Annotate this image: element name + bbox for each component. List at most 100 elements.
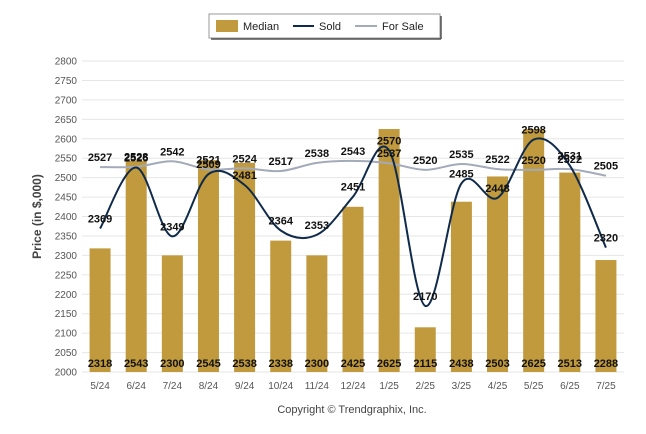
sold-value-label: 2485	[449, 168, 473, 180]
sold-value-label: 2509	[196, 159, 220, 171]
median-value-label: 2625	[521, 358, 545, 370]
sold-value-label: 2349	[160, 221, 184, 233]
y-axis-label: Price (in $,000)	[30, 174, 44, 259]
for-sale-value-label: 2520	[521, 155, 545, 167]
median-bar	[450, 201, 472, 372]
median-value-label: 2543	[124, 358, 148, 370]
median-bar	[306, 255, 328, 372]
median-bar	[342, 206, 364, 372]
median-bar	[414, 327, 436, 372]
median-bar	[125, 160, 147, 372]
legend-label-median: Median	[243, 21, 279, 33]
y-axis-ticks: 2000 2050 2100 2150 2200 2250 2300 2350 2400 2450…	[55, 57, 78, 379]
y-tick-label: 2000	[55, 368, 78, 379]
sold-value-label: 2364	[268, 215, 293, 227]
sold-value-label: 2353	[305, 220, 329, 232]
median-value-label: 2338	[268, 358, 292, 370]
median-value-label: 2438	[449, 358, 473, 370]
x-tick-label: 7/24	[163, 381, 183, 392]
median-value-label: 2425	[341, 358, 365, 370]
x-tick-label: 5/25	[524, 381, 544, 392]
sold-value-label: 2170	[413, 291, 437, 303]
for-sale-value-label: 2527	[88, 152, 112, 164]
for-sale-value-label: 2542	[160, 146, 184, 158]
data-labels: 2318 2543 2300 2545 2538 2338 2300 2425 2625 2115…	[88, 125, 618, 370]
median-bar	[559, 172, 581, 372]
median-value-label: 2513	[558, 358, 582, 370]
y-tick-label: 2100	[55, 329, 78, 340]
y-tick-label: 2450	[55, 193, 78, 204]
x-tick-label: 6/25	[560, 381, 580, 392]
median-bar	[197, 160, 219, 372]
median-bar	[161, 255, 183, 372]
for-sale-value-label: 2537	[377, 148, 401, 160]
y-tick-label: 2200	[55, 290, 78, 301]
x-tick-label: 10/24	[268, 381, 293, 392]
median-value-label: 2545	[196, 358, 220, 370]
y-tick-label: 2250	[55, 270, 78, 281]
median-value-label: 2300	[305, 358, 329, 370]
median-bar	[234, 162, 256, 372]
median-bar	[89, 248, 111, 372]
median-value-label: 2115	[413, 358, 437, 370]
sold-value-label: 2598	[521, 125, 545, 137]
series-lines	[99, 137, 607, 307]
legend-label-sold: Sold	[319, 21, 341, 33]
median-value-label: 2538	[232, 358, 256, 370]
x-tick-label: 7/25	[596, 381, 616, 392]
sold-value-label: 2320	[594, 233, 618, 245]
y-tick-label: 2350	[55, 231, 78, 242]
for-sale-value-label: 2522	[485, 154, 509, 166]
sold-value-label: 2369	[88, 214, 112, 226]
x-tick-label: 11/24	[305, 381, 330, 392]
x-axis-ticks: 5/24 6/24 7/24 8/24 9/24 10/24 11/24 12/24 1/25 2…	[90, 381, 616, 392]
median-value-label: 2318	[88, 358, 112, 370]
for-sale-value-label: 2535	[449, 149, 473, 161]
median-bar	[595, 260, 617, 372]
y-tick-label: 2150	[55, 309, 78, 320]
x-tick-label: 2/25	[416, 381, 436, 392]
for-sale-value-label: 2521	[196, 154, 220, 166]
sold-value-label: 2448	[485, 183, 509, 195]
median-value-label: 2625	[377, 358, 401, 370]
y-tick-label: 2400	[55, 212, 78, 223]
sold-line	[99, 137, 607, 307]
sold-value-label: 2531	[558, 151, 582, 163]
y-tick-label: 2800	[55, 57, 78, 68]
y-tick-label: 2600	[55, 134, 78, 145]
y-tick-label: 2500	[55, 173, 78, 184]
median-bar	[378, 129, 400, 372]
x-tick-label: 3/25	[452, 381, 472, 392]
median-bar	[270, 240, 292, 372]
for-sale-value-label: 2538	[305, 148, 329, 160]
x-tick-label: 1/25	[379, 381, 399, 392]
legend-swatch-median	[216, 20, 238, 32]
y-tick-label: 2550	[55, 154, 78, 165]
for-sale-value-label: 2543	[341, 146, 365, 158]
y-tick-label: 2300	[55, 251, 78, 262]
x-tick-label: 5/24	[90, 381, 110, 392]
for-sale-value-label: 2522	[558, 154, 582, 166]
legend-label-for-sale: For Sale	[382, 21, 424, 33]
for-sale-value-label: 2505	[594, 161, 618, 173]
for-sale-value-label: 2524	[232, 153, 257, 165]
y-tick-label: 2700	[55, 95, 78, 106]
sold-value-label: 2526	[124, 153, 148, 165]
median-value-label: 2288	[594, 358, 618, 370]
median-bar	[523, 129, 545, 372]
y-tick-label: 2050	[55, 348, 78, 359]
median-value-label: 2503	[485, 358, 509, 370]
median-value-label: 2300	[160, 358, 184, 370]
sold-value-label: 2481	[232, 170, 256, 182]
x-tick-label: 6/24	[126, 381, 146, 392]
x-tick-label: 4/25	[488, 381, 508, 392]
for-sale-line	[100, 159, 607, 177]
x-tick-label: 12/24	[340, 381, 365, 392]
x-tick-label: 9/24	[235, 381, 255, 392]
median-bar	[487, 176, 509, 372]
x-tick-label: 8/24	[199, 381, 219, 392]
for-sale-value-label: 2520	[413, 155, 437, 167]
for-sale-value-label: 2528	[124, 152, 148, 164]
legend: Median Sold For Sale	[208, 13, 442, 40]
